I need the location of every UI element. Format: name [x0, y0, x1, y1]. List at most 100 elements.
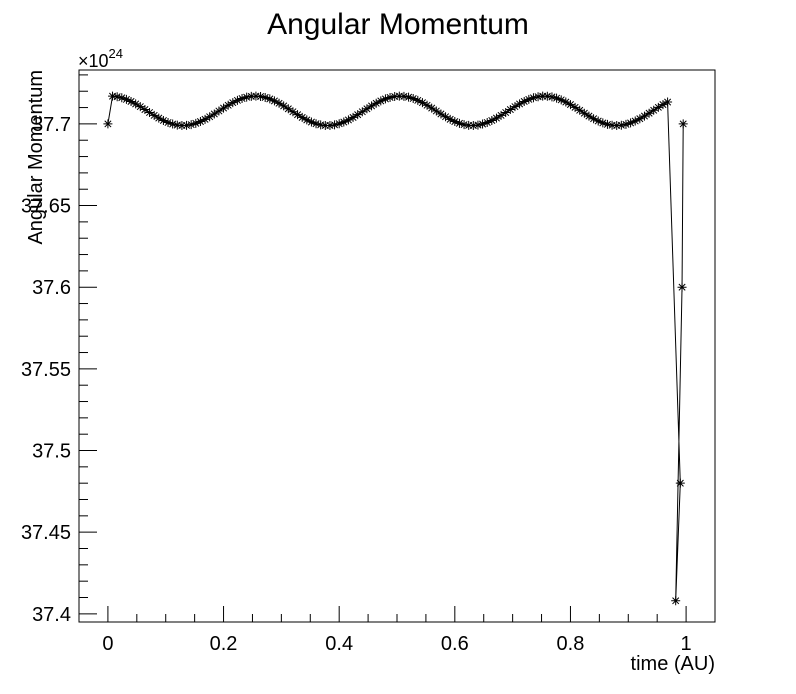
data-point — [528, 93, 538, 103]
data-point — [441, 112, 451, 122]
data-point — [158, 115, 168, 125]
data-point — [515, 99, 525, 109]
y-tick-label: 37.6 — [32, 277, 71, 299]
data-point — [246, 91, 256, 101]
data-point — [367, 101, 377, 111]
data-point — [570, 102, 580, 112]
data-point — [510, 102, 520, 112]
data-point — [214, 106, 224, 116]
data-point — [334, 119, 344, 129]
y-multiplier-base: ×10 — [78, 51, 109, 71]
data-point — [117, 93, 127, 103]
data-point — [205, 112, 215, 122]
data-point — [427, 103, 437, 113]
data-point — [390, 92, 400, 102]
data-point — [616, 120, 626, 130]
data-point — [311, 119, 321, 129]
data-point — [316, 120, 326, 130]
data-point — [371, 98, 381, 108]
x-axis-label: time (AU) — [631, 653, 715, 675]
data-point — [468, 121, 478, 131]
data-point — [376, 96, 386, 106]
data-point — [561, 97, 571, 107]
data-point — [678, 119, 688, 129]
y-multiplier-label: ×1024 — [78, 46, 123, 71]
data-point — [209, 109, 219, 119]
data-point — [228, 98, 238, 108]
data-point — [399, 91, 409, 101]
data-point — [658, 100, 668, 110]
data-point — [343, 115, 353, 125]
data-point — [223, 100, 233, 110]
x-tick-label: 0.2 — [210, 633, 238, 655]
data-point — [579, 108, 589, 118]
data-point — [103, 119, 113, 129]
data-point — [505, 105, 515, 115]
data-point — [191, 118, 201, 128]
data-point — [417, 98, 427, 108]
data-point — [330, 120, 340, 130]
data-point — [547, 92, 557, 102]
data-point — [385, 92, 395, 102]
data-point — [675, 478, 685, 488]
y-multiplier-exponent: 24 — [109, 46, 123, 61]
data-point — [524, 94, 534, 104]
data-point — [145, 107, 155, 117]
data-point — [501, 107, 511, 117]
data-point — [269, 96, 279, 106]
data-point — [436, 109, 446, 119]
data-point — [542, 91, 552, 101]
data-point — [404, 92, 414, 102]
data-point — [635, 114, 645, 124]
data-point — [639, 111, 649, 121]
data-point — [149, 110, 159, 120]
x-tick-label: 1 — [681, 633, 692, 655]
x-tick-label: 0.4 — [325, 633, 353, 655]
data-point — [612, 121, 622, 131]
data-point — [265, 94, 275, 104]
data-point — [348, 112, 358, 122]
data-point — [598, 118, 608, 128]
data-point — [478, 119, 488, 129]
data-point — [649, 105, 659, 115]
series-markers — [103, 91, 688, 606]
data-point — [565, 100, 575, 110]
y-tick-label: 37.5 — [32, 441, 71, 463]
data-point — [260, 92, 270, 102]
data-point — [186, 120, 196, 130]
data-point — [380, 94, 390, 104]
data-point — [589, 114, 599, 124]
data-point — [408, 94, 418, 104]
data-point — [454, 118, 464, 128]
data-point — [556, 95, 566, 105]
data-point — [413, 95, 423, 105]
data-point — [251, 91, 261, 101]
y-tick-label: 37.65 — [21, 196, 71, 218]
x-axis: 0 0.2 0.4 0.6 0.8 1 — [78, 606, 716, 655]
data-point — [626, 118, 636, 128]
data-point — [593, 116, 603, 126]
y-axis: 37.4 37.45 37.5 37.55 37.6 37.65 37.7 — [21, 74, 97, 626]
data-point — [256, 92, 266, 102]
data-point — [279, 101, 289, 111]
data-point — [172, 120, 182, 130]
data-point — [126, 96, 136, 106]
x-tick-label: 0.8 — [557, 633, 585, 655]
data-point — [302, 115, 312, 125]
y-tick-label: 37.7 — [32, 114, 71, 136]
data-point — [677, 282, 687, 292]
data-point — [182, 120, 192, 130]
data-point — [533, 92, 543, 102]
data-point — [177, 121, 187, 131]
data-point — [154, 113, 164, 123]
data-point — [671, 596, 681, 606]
data-point — [288, 107, 298, 117]
plot-frame — [78, 69, 716, 623]
data-point — [163, 117, 173, 127]
data-point — [219, 103, 229, 113]
data-point — [630, 116, 640, 126]
data-point — [112, 92, 122, 102]
data-point — [200, 114, 210, 124]
data-point — [496, 110, 506, 120]
